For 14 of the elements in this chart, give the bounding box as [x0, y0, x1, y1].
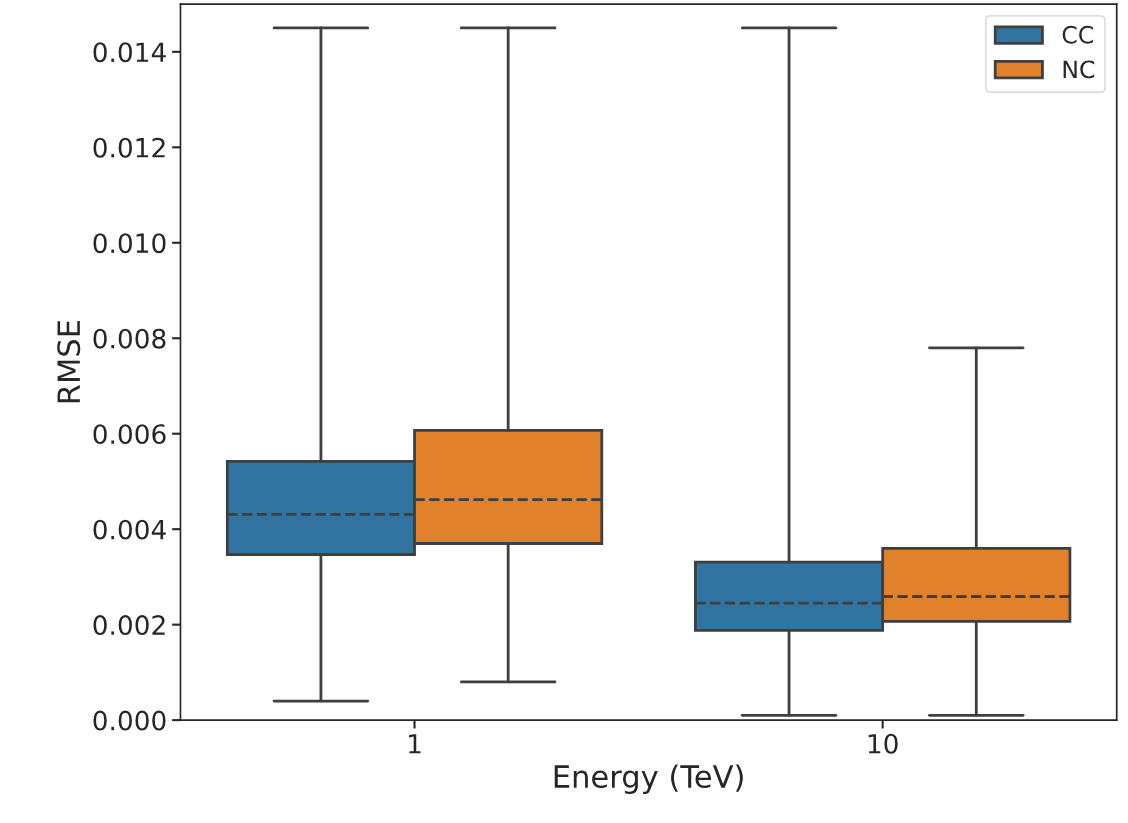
y-tick-label: 0.014 [93, 42, 166, 63]
x-axis-title: Energy (TeV) [554, 764, 743, 794]
y-tick-label: 0.012 [93, 137, 165, 158]
x-tick-label: 1 [409, 734, 421, 754]
y-tick-label: 0.010 [93, 233, 166, 254]
y-tick-label: 0.000 [93, 710, 166, 731]
y-axis-title: RMSE [57, 320, 81, 403]
y-tick-label: 0.002 [93, 615, 165, 636]
y-tick-label: 0.006 [93, 424, 166, 445]
y-tick-label: 0.004 [93, 519, 166, 540]
y-tick-label: 0.008 [93, 328, 166, 349]
x-tick-label: 10 [868, 733, 898, 754]
legend-label: NC [1063, 60, 1095, 79]
legend-label: CC [1062, 25, 1094, 44]
